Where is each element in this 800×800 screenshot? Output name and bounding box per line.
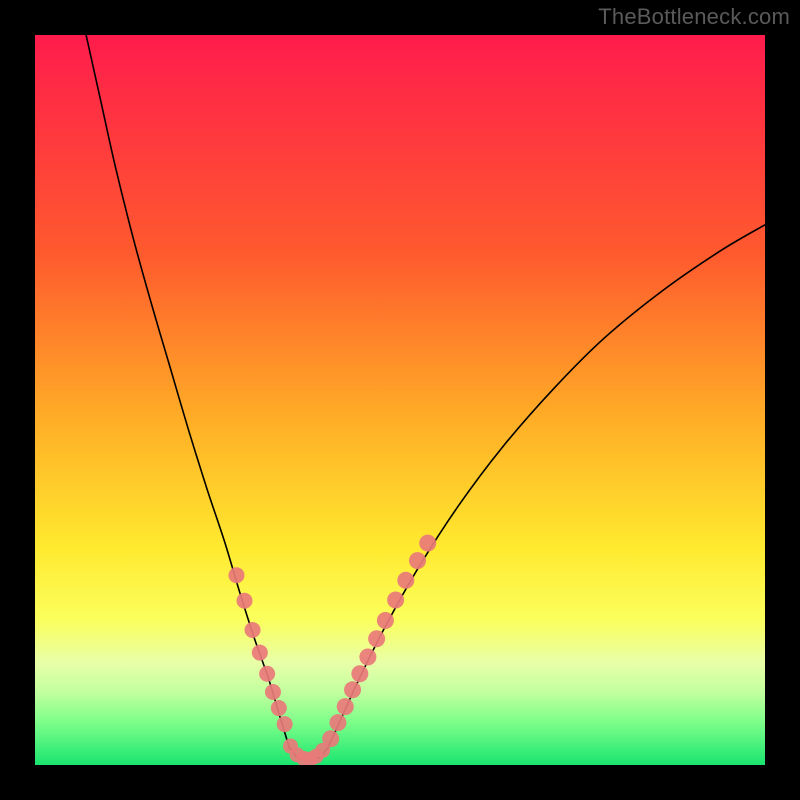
curve-marker	[245, 622, 261, 638]
curve-marker	[344, 681, 361, 698]
curve-marker	[271, 700, 287, 716]
curve-marker	[337, 698, 354, 715]
curve-marker	[259, 666, 275, 682]
curve-marker	[409, 552, 426, 569]
curve-marker	[419, 535, 436, 552]
curve-marker	[368, 630, 385, 647]
curve-marker	[329, 714, 346, 731]
chart-svg	[0, 0, 800, 800]
chart-stage: TheBottleneck.com	[0, 0, 800, 800]
curve-marker	[265, 684, 281, 700]
curve-marker	[322, 730, 339, 747]
gradient-background	[35, 35, 765, 765]
curve-marker	[237, 593, 253, 609]
curve-marker	[377, 612, 394, 629]
curve-marker	[252, 645, 268, 661]
curve-marker	[387, 592, 404, 609]
watermark-text: TheBottleneck.com	[598, 4, 790, 30]
curve-marker	[351, 665, 368, 682]
plot-area	[35, 35, 765, 767]
curve-marker	[228, 567, 244, 583]
curve-marker	[277, 716, 293, 732]
curve-marker	[397, 572, 414, 589]
curve-marker	[359, 648, 376, 665]
